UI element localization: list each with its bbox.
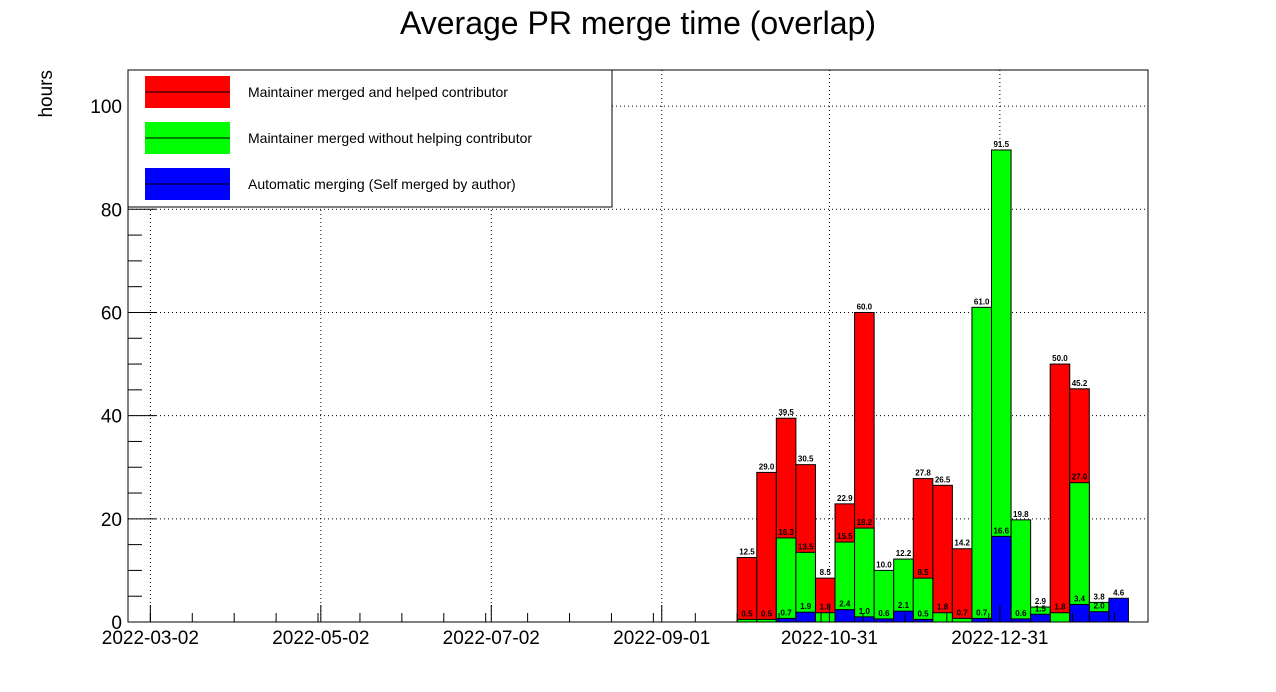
bar — [951, 617, 973, 623]
bar — [932, 612, 953, 623]
data-label: 16.3 — [778, 528, 794, 537]
plot-frame — [127, 69, 1149, 623]
legend-entry-label: Maintainer merged and helped contributor — [248, 84, 508, 100]
data-label: 2.4 — [839, 600, 851, 609]
data-label: 2.0 — [1094, 602, 1106, 611]
data-label: 1.8 — [820, 603, 832, 612]
bar — [1108, 597, 1129, 623]
y-tick-label: 60 — [101, 303, 122, 324]
data-label: 10.0 — [876, 560, 892, 569]
data-label: 13.5 — [798, 542, 814, 551]
bar — [991, 535, 1012, 623]
data-label: 60.0 — [857, 302, 873, 311]
data-label: 0.6 — [1015, 609, 1027, 618]
data-label: 1.8 — [1054, 603, 1066, 612]
data-label: 8.5 — [820, 568, 832, 577]
data-label: 1.0 — [859, 607, 871, 616]
data-label: 0.7 — [976, 608, 988, 617]
bar — [795, 551, 816, 623]
bar — [893, 610, 914, 623]
data-label: 30.5 — [798, 455, 814, 464]
bars — [736, 149, 1129, 623]
data-label: 0.7 — [957, 608, 969, 617]
data-label: 0.5 — [917, 609, 929, 618]
bar — [814, 612, 836, 623]
data-label: 45.2 — [1072, 379, 1088, 388]
data-label: 4.6 — [1113, 588, 1125, 597]
bar — [1030, 613, 1051, 623]
data-label: 50.0 — [1052, 354, 1068, 363]
data-label: 61.0 — [974, 297, 990, 306]
y-axis-label: hours — [36, 70, 57, 118]
data-label: 12.5 — [739, 548, 755, 557]
bar — [1010, 519, 1032, 623]
bar — [736, 618, 758, 623]
data-label: 0.5 — [761, 609, 773, 618]
data-label: 14.2 — [954, 539, 970, 548]
y-tick-label: 80 — [101, 200, 122, 221]
data-label: 27.8 — [915, 469, 931, 478]
data-label: 1.9 — [800, 602, 812, 611]
data-label: 2.1 — [898, 601, 910, 610]
bar — [756, 618, 777, 623]
bar — [834, 609, 856, 623]
bar — [1049, 612, 1071, 623]
data-label: 2.9 — [1035, 597, 1047, 606]
data-label: 26.5 — [935, 475, 951, 484]
y-tick-label: 100 — [90, 97, 122, 118]
x-tick-label: 2022-10-31 — [781, 628, 878, 649]
data-label: 0.6 — [878, 609, 890, 618]
data-label: 19.8 — [1013, 510, 1029, 519]
bar — [854, 616, 875, 623]
x-tick-label: 2022-07-02 — [443, 628, 540, 649]
legend: Maintainer merged and helped contributor… — [127, 69, 613, 208]
y-tick-label: 20 — [101, 510, 122, 531]
chart-title: Average PR merge time (overlap) — [400, 5, 876, 41]
bar — [932, 484, 953, 623]
bar — [1088, 611, 1110, 623]
data-label: 12.2 — [896, 549, 912, 558]
bar — [1049, 363, 1071, 623]
bar — [873, 618, 895, 623]
data-label: 1.8 — [937, 603, 949, 612]
data-label: 16.6 — [993, 526, 1009, 535]
data-label: 39.5 — [778, 408, 794, 417]
data-label: 3.8 — [1094, 592, 1106, 601]
x-tick-label: 2022-12-31 — [951, 628, 1048, 649]
data-label: 29.0 — [759, 462, 775, 471]
data-label: 1.5 — [1035, 604, 1047, 613]
data-label: 91.5 — [993, 140, 1009, 149]
y-tick-label: 40 — [101, 407, 122, 428]
data-label: 0.5 — [741, 609, 753, 618]
legend-entry-label: Maintainer merged without helping contri… — [248, 130, 532, 146]
x-tick-label: 2022-03-02 — [102, 628, 199, 649]
data-label: 15.5 — [837, 532, 853, 541]
data-label: 18.2 — [857, 518, 873, 527]
data-label: 27.0 — [1072, 473, 1088, 482]
data-label: 0.7 — [781, 608, 793, 617]
axes: 0 20 40 60 80 100 2022-03-02 2022-05-02 2022-07-… — [90, 79, 1115, 649]
bar — [971, 306, 993, 623]
bar-labels: 12.5 29.0 39.5 30.5 8.5 22.9 60.0 27.8 26.5 14.2 5… — [739, 140, 1125, 618]
bar — [795, 611, 816, 623]
x-tick-label: 2022-09-01 — [613, 628, 710, 649]
data-label: 3.4 — [1074, 594, 1086, 603]
bar — [912, 618, 934, 623]
data-label: 22.9 — [837, 494, 853, 503]
data-label: 8.5 — [917, 568, 929, 577]
y-tick-label: 0 — [111, 613, 122, 634]
legend-entry-label: Automatic merging (Self merged by author… — [248, 176, 516, 192]
bar — [1010, 618, 1032, 623]
bar — [756, 471, 777, 623]
x-tick-label: 2022-05-02 — [272, 628, 369, 649]
